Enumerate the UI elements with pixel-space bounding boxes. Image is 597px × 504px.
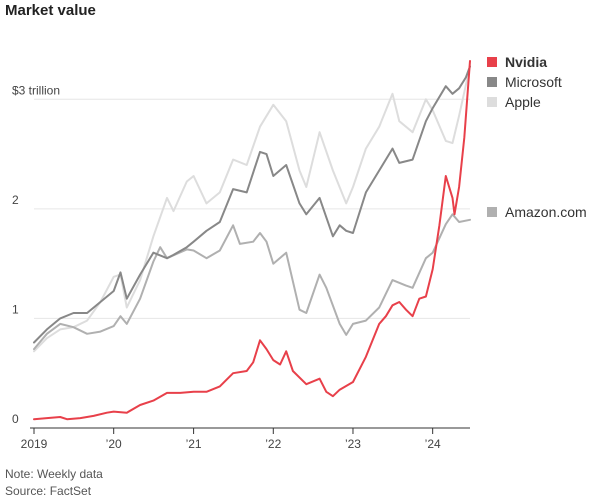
amazon-com-legend-label: Amazon.com	[505, 204, 587, 220]
microsoft-legend-label: Microsoft	[505, 74, 562, 90]
nvidia-legend-label: Nvidia	[505, 54, 547, 70]
y-tick-label: 2	[12, 193, 19, 207]
x-tick-label: ’23	[345, 437, 361, 451]
legend: Nvidia Microsoft Apple Amazon.com	[487, 54, 587, 220]
apple-legend-swatch	[487, 97, 497, 107]
x-tick-label: 2019	[21, 437, 48, 451]
series-lines	[33, 60, 471, 421]
apple-line	[33, 65, 471, 353]
x-tick-label: ’24	[425, 437, 441, 451]
y-tick-label: 1	[12, 302, 19, 316]
nvidia-legend-swatch	[487, 57, 497, 67]
y-tick-label: $3 trillion	[12, 83, 60, 97]
apple-legend-label: Apple	[505, 94, 541, 110]
x-axis: 2019 ’20 ’21 ’22 ’23 ’24	[21, 427, 470, 451]
nvidia-line	[33, 60, 471, 421]
grid-layer	[34, 98, 470, 319]
amazon-com-legend-swatch	[487, 207, 497, 217]
note-text: Note: Weekly data	[5, 467, 103, 481]
x-tick-label: ’21	[186, 437, 202, 451]
x-tick-label: ’20	[106, 437, 122, 451]
source-text: Source: FactSet	[5, 484, 92, 498]
y-axis-labels: 0 1 2 $3 trillion	[12, 83, 60, 426]
microsoft-line	[33, 65, 471, 344]
chart-title: Market value	[5, 2, 96, 19]
y-tick-label: 0	[12, 412, 19, 426]
x-tick-label: ’22	[265, 437, 281, 451]
microsoft-legend-swatch	[487, 77, 497, 87]
amazon-com-line	[33, 213, 471, 351]
